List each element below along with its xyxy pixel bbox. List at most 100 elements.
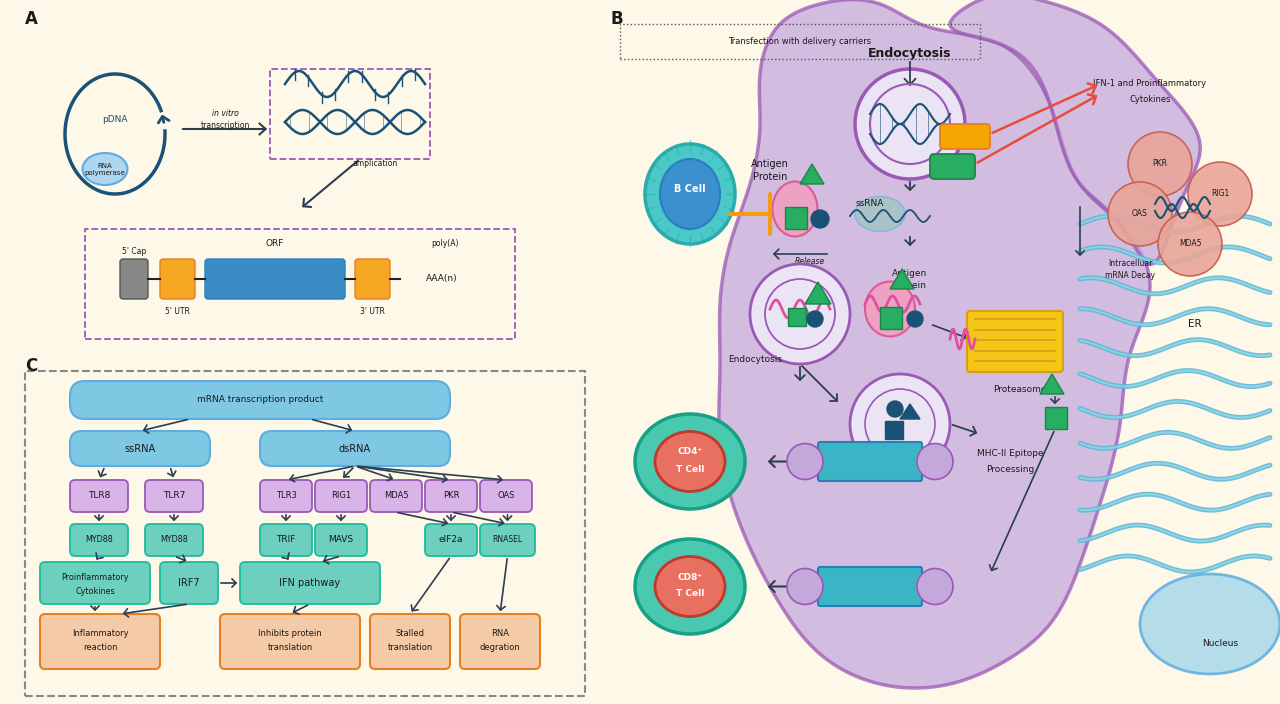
Text: T Cell: T Cell bbox=[676, 465, 704, 474]
Text: amplication: amplication bbox=[352, 160, 398, 168]
Bar bbox=[788, 308, 806, 326]
Circle shape bbox=[1128, 132, 1192, 196]
Text: MYD88: MYD88 bbox=[160, 536, 188, 544]
FancyBboxPatch shape bbox=[260, 480, 312, 512]
FancyBboxPatch shape bbox=[966, 311, 1062, 372]
Text: 5' Cap: 5' Cap bbox=[122, 248, 146, 256]
Circle shape bbox=[916, 444, 954, 479]
Text: Inflammatory: Inflammatory bbox=[72, 629, 128, 639]
FancyBboxPatch shape bbox=[425, 480, 477, 512]
Text: ER: ER bbox=[1188, 319, 1202, 329]
Circle shape bbox=[787, 569, 823, 605]
Text: CD8⁺: CD8⁺ bbox=[677, 572, 703, 582]
Text: TLR7/8: TLR7/8 bbox=[952, 132, 978, 141]
FancyBboxPatch shape bbox=[70, 431, 210, 466]
Ellipse shape bbox=[855, 196, 905, 232]
Text: ssRNA: ssRNA bbox=[124, 444, 156, 454]
FancyBboxPatch shape bbox=[355, 259, 390, 299]
Text: TLR8: TLR8 bbox=[88, 491, 110, 501]
Text: MHC-I: MHC-I bbox=[856, 582, 883, 591]
Text: degration: degration bbox=[480, 643, 521, 651]
Circle shape bbox=[787, 444, 823, 479]
Text: Proinflammatory: Proinflammatory bbox=[61, 574, 129, 582]
Text: translation: translation bbox=[388, 643, 433, 651]
FancyBboxPatch shape bbox=[260, 431, 451, 466]
Text: Proteasome: Proteasome bbox=[993, 384, 1047, 394]
Text: TLR3: TLR3 bbox=[943, 162, 963, 171]
Polygon shape bbox=[805, 282, 831, 304]
Circle shape bbox=[1108, 182, 1172, 246]
Text: IRF7: IRF7 bbox=[178, 578, 200, 588]
Polygon shape bbox=[900, 404, 920, 419]
FancyBboxPatch shape bbox=[70, 524, 128, 556]
Text: Nucleus: Nucleus bbox=[1202, 639, 1238, 648]
Text: Release: Release bbox=[795, 256, 826, 265]
Text: Protein: Protein bbox=[753, 172, 787, 182]
Text: 3' UTR: 3' UTR bbox=[360, 306, 385, 315]
Polygon shape bbox=[950, 0, 1201, 264]
Polygon shape bbox=[890, 269, 914, 289]
FancyBboxPatch shape bbox=[70, 480, 128, 512]
FancyBboxPatch shape bbox=[120, 259, 148, 299]
Text: C: C bbox=[26, 357, 37, 375]
Bar bbox=[881, 307, 902, 329]
Text: Processing: Processing bbox=[986, 465, 1034, 474]
FancyBboxPatch shape bbox=[145, 524, 204, 556]
FancyBboxPatch shape bbox=[40, 614, 160, 669]
Text: pDNA: pDNA bbox=[102, 115, 128, 123]
FancyBboxPatch shape bbox=[480, 480, 532, 512]
Text: RNASEL: RNASEL bbox=[493, 536, 522, 544]
Text: mRNA transcription product: mRNA transcription product bbox=[197, 396, 323, 405]
FancyBboxPatch shape bbox=[315, 524, 367, 556]
Text: Endocytosis: Endocytosis bbox=[728, 355, 782, 363]
Circle shape bbox=[908, 311, 923, 327]
Circle shape bbox=[812, 210, 829, 228]
FancyBboxPatch shape bbox=[220, 614, 360, 669]
Text: Cytokines: Cytokines bbox=[76, 586, 115, 596]
Circle shape bbox=[887, 401, 902, 417]
Text: PKR: PKR bbox=[1152, 160, 1167, 168]
Text: TRIF: TRIF bbox=[276, 536, 296, 544]
Ellipse shape bbox=[660, 159, 719, 229]
FancyBboxPatch shape bbox=[241, 562, 380, 604]
Text: Endocytosis: Endocytosis bbox=[868, 47, 952, 61]
Text: AAA(n): AAA(n) bbox=[426, 275, 458, 284]
Text: IFN pathway: IFN pathway bbox=[279, 578, 340, 588]
Ellipse shape bbox=[1140, 574, 1280, 674]
Text: OAS: OAS bbox=[1132, 210, 1148, 218]
Text: reaction: reaction bbox=[83, 643, 118, 651]
Circle shape bbox=[806, 311, 823, 327]
Text: CD4⁺: CD4⁺ bbox=[677, 448, 703, 456]
Text: B Cell: B Cell bbox=[675, 184, 705, 194]
Text: Transfection with delivery carriers: Transfection with delivery carriers bbox=[728, 37, 872, 46]
Text: RNA: RNA bbox=[492, 629, 509, 639]
Text: RIG1: RIG1 bbox=[332, 491, 351, 501]
Bar bbox=[620, 24, 980, 59]
Ellipse shape bbox=[82, 153, 128, 185]
FancyBboxPatch shape bbox=[480, 524, 535, 556]
Bar bbox=[785, 207, 806, 229]
FancyBboxPatch shape bbox=[370, 480, 422, 512]
Text: Stalled: Stalled bbox=[396, 629, 425, 639]
FancyBboxPatch shape bbox=[160, 259, 195, 299]
Bar bbox=[270, 69, 430, 159]
Circle shape bbox=[1188, 162, 1252, 226]
Text: Inhibits protein: Inhibits protein bbox=[259, 629, 321, 639]
Circle shape bbox=[750, 264, 850, 364]
FancyBboxPatch shape bbox=[315, 480, 367, 512]
Ellipse shape bbox=[635, 539, 745, 634]
FancyBboxPatch shape bbox=[425, 524, 477, 556]
Ellipse shape bbox=[865, 282, 915, 337]
Text: B: B bbox=[611, 10, 622, 28]
Text: MAVS: MAVS bbox=[329, 536, 353, 544]
FancyBboxPatch shape bbox=[260, 524, 312, 556]
Text: T Cell: T Cell bbox=[676, 589, 704, 598]
Ellipse shape bbox=[655, 556, 724, 617]
Text: ssRNA: ssRNA bbox=[856, 199, 884, 208]
Text: eIF2a: eIF2a bbox=[439, 536, 463, 544]
Text: translation: translation bbox=[268, 643, 312, 651]
Text: RNA
polymerase: RNA polymerase bbox=[84, 163, 125, 175]
FancyBboxPatch shape bbox=[940, 124, 989, 149]
Polygon shape bbox=[800, 164, 824, 184]
Circle shape bbox=[850, 374, 950, 474]
